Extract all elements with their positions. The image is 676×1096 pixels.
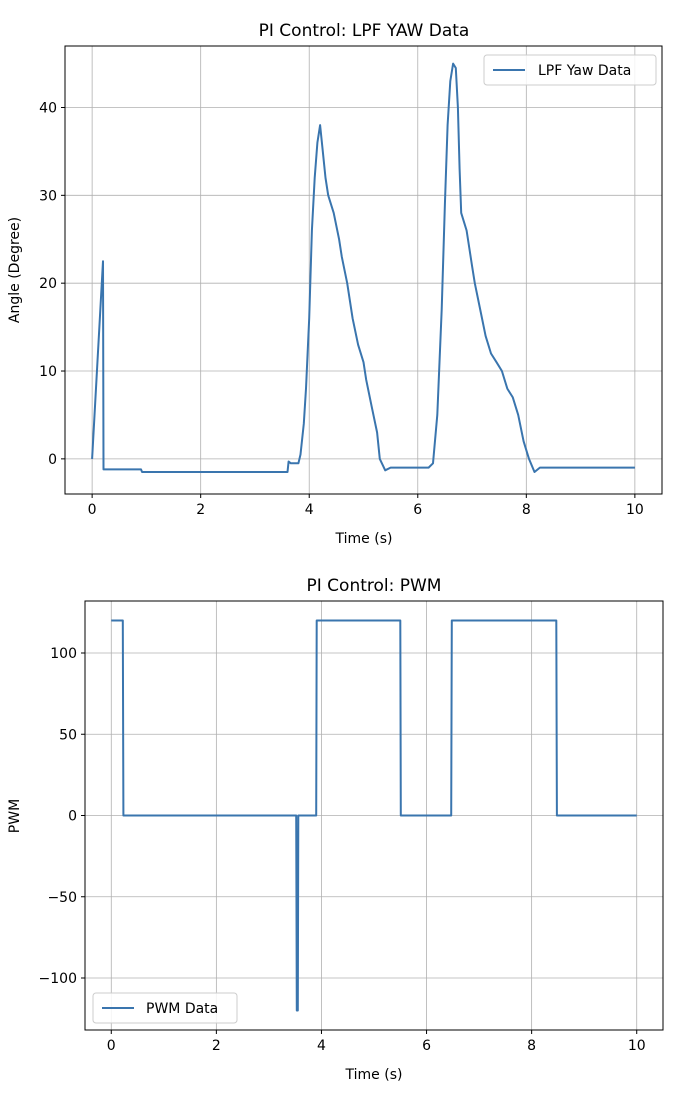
x-tick-label: 8 bbox=[522, 502, 531, 518]
x-tick-label: 10 bbox=[628, 1038, 646, 1054]
pwm-chart: PI Control: PWM 0 2 4 6 8 10 −100 −50 0 50 100 Ti… bbox=[7, 576, 664, 1083]
x-tick-label: 4 bbox=[317, 1038, 326, 1054]
x-tick-label: 6 bbox=[422, 1038, 431, 1054]
y-tick-label: 50 bbox=[59, 727, 77, 743]
y-tick-label: −50 bbox=[47, 890, 77, 906]
x-tick-label: 0 bbox=[107, 1038, 116, 1054]
yaw-chart-title: PI Control: LPF YAW Data bbox=[259, 21, 470, 41]
yaw-legend-label: LPF Yaw Data bbox=[538, 63, 631, 79]
x-tick-label: 0 bbox=[88, 502, 97, 518]
yaw-chart-series bbox=[91, 62, 635, 473]
pwm-legend-label: PWM Data bbox=[146, 1001, 218, 1017]
x-tick-label: 2 bbox=[212, 1038, 221, 1054]
x-tick-label: 10 bbox=[626, 502, 644, 518]
x-tick-label: 8 bbox=[527, 1038, 536, 1054]
y-tick-label: 40 bbox=[39, 100, 57, 116]
y-tick-label: 30 bbox=[39, 188, 57, 204]
series-line bbox=[111, 619, 637, 1012]
y-tick-label: 0 bbox=[48, 452, 57, 468]
yaw-chart-legend: LPF Yaw Data bbox=[483, 54, 657, 86]
yaw-legend-box bbox=[483, 54, 657, 86]
yaw-chart-y-ticks: 0 10 20 30 40 bbox=[39, 100, 65, 468]
pwm-chart-title: PI Control: PWM bbox=[307, 576, 442, 596]
y-tick-label: 0 bbox=[68, 809, 77, 825]
pwm-legend-box bbox=[92, 992, 238, 1024]
pwm-chart-y-ticks: −100 −50 0 50 100 bbox=[39, 646, 85, 987]
x-tick-label: 4 bbox=[305, 502, 314, 518]
series-line bbox=[91, 62, 635, 473]
x-tick-label: 2 bbox=[196, 502, 205, 518]
y-tick-label: 10 bbox=[39, 364, 57, 380]
y-tick-label: 20 bbox=[39, 276, 57, 292]
pwm-chart-series bbox=[111, 619, 637, 1012]
pwm-chart-x-ticks: 0 2 4 6 8 10 bbox=[107, 1030, 646, 1054]
yaw-chart-x-axis-label: Time (s) bbox=[335, 531, 393, 547]
yaw-chart-x-ticks: 0 2 4 6 8 10 bbox=[88, 494, 644, 518]
yaw-chart: PI Control: LPF YAW Data 0 2 4 6 8 10 0 10 20 30… bbox=[7, 21, 663, 547]
yaw-chart-y-axis-label: Angle (Degree) bbox=[7, 217, 23, 323]
pwm-chart-x-axis-label: Time (s) bbox=[345, 1067, 403, 1083]
pwm-chart-y-axis-label: PWM bbox=[7, 799, 23, 833]
x-tick-label: 6 bbox=[413, 502, 422, 518]
y-tick-label: −100 bbox=[39, 971, 77, 987]
yaw-chart-frame bbox=[64, 45, 663, 495]
pwm-chart-legend: PWM Data bbox=[92, 992, 238, 1024]
y-tick-label: 100 bbox=[50, 646, 77, 662]
yaw-chart-grid bbox=[65, 46, 662, 494]
